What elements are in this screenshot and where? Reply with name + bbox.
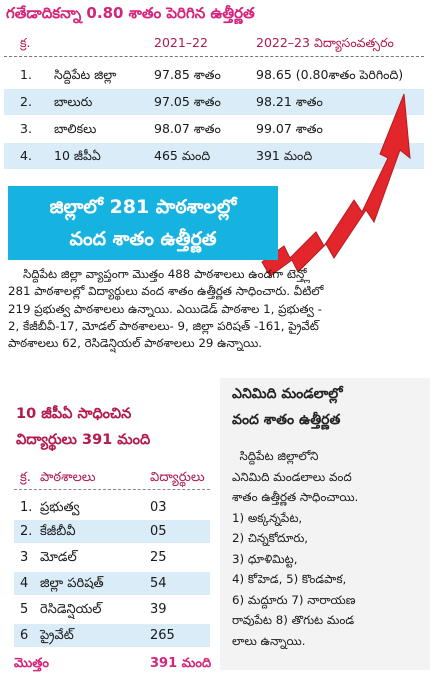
banner-line-1: జిల్లాలో 281 పాఠశాలల్లో: [49, 196, 237, 218]
table-row: 3 మోడల్ 25: [14, 546, 210, 569]
row-name: 10 జీపీఏ: [54, 148, 101, 163]
row-count: 05: [150, 524, 167, 539]
row-count: 54: [150, 576, 167, 591]
table-row: 1. సిద్దిపేట జిల్లా 97.85 శాతం 98.65 (0.…: [4, 62, 424, 88]
row-school: ప్రైవేట్: [40, 628, 74, 643]
table-row: 3. బాలికలు 98.07 శాతం 99.07 శాతం: [4, 116, 424, 142]
table-header: క్ర. 2021–22 2022–23 విద్యాసంవత్సరం: [4, 30, 424, 57]
row-count: 265: [150, 628, 175, 643]
table-row: 4. 10 జీపీఏ 465 మంది 391 మంది: [4, 143, 424, 169]
row-num: 6: [20, 628, 29, 643]
mandals-line: 3) ధూళిమిట్ట,: [232, 551, 298, 566]
mandals-line: లాలు ఉన్నాయి.: [232, 633, 306, 648]
row-school: కేజీబీవీ: [40, 524, 76, 539]
paragraph-line: 2, కేజీబీవీ-17, మోడల్ పాఠశాలలు- 9, జిల్ల…: [8, 318, 319, 333]
row-value-2021: 97.85 శాతం: [154, 67, 221, 82]
paragraph-line: 219 ప్రభుత్వ పాఠశాలలు ఉన్నాయి. ఎయిడెడ్ ప…: [8, 301, 322, 316]
mandals-line: శాతం ఉత్తీర్ణత సాధించాయి.: [232, 490, 359, 504]
headline: గతేడాదికన్నా 0.80 శాతం పెరిగిన ఉత్తీర్ణత: [6, 4, 255, 22]
row-value-2021: 465 మంది: [154, 148, 211, 163]
row-num: 4: [20, 576, 29, 591]
table-row: 2. కేజీబీవీ 05: [14, 520, 210, 543]
mandals-line: రావుపేట 8) తొగుట మండ: [232, 613, 355, 627]
header-2021: 2021–22: [154, 35, 208, 50]
mandals-line: 6) మద్దూరు 7) నారాయణ: [232, 592, 356, 607]
mandals-title-line-2: వంద శాతం ఉత్తీర్ణత: [232, 412, 341, 428]
row-value-2021: 98.07 శాతం: [154, 121, 221, 136]
row-num: 4.: [20, 148, 32, 163]
row-name: బాలికలు: [54, 121, 97, 136]
mandals-line: సిద్దిపేట జిల్లాలోని: [232, 449, 319, 463]
mandals-box: [220, 378, 430, 670]
article-paragraph: సిద్దిపేట జిల్లా వ్యాప్తంగా మొత్తం 488 ప…: [8, 266, 428, 352]
row-num: 2.: [20, 524, 33, 539]
row-school: రెసిడెన్షియల్: [40, 602, 102, 617]
row-value-2021: 97.05 శాతం: [154, 94, 221, 109]
mandals-text: సిద్దిపేట జిల్లాలోని ఎనిమిది మండలాలు వంద…: [232, 446, 428, 651]
gpa-table-header: క్ర. పాఠశాలలు విద్యార్థులు: [14, 466, 210, 490]
mandals-line: 2) చిన్నకోదూరు,: [232, 531, 309, 545]
mandals-line: ఎనిమిది మండలాలు వంద: [232, 469, 352, 484]
gpa-title-line-1: 10 జీపీఏ సాధించిన: [16, 406, 132, 422]
row-num: 3: [20, 550, 29, 565]
banner-line-2: వంద శాతం ఉత్తీర్ణత: [69, 228, 217, 250]
row-value-2022: 98.21 శాతం: [256, 94, 323, 109]
paragraph-line: 281 పాఠశాలల్లో విద్యార్థులు వంద శాతం ఉత్…: [8, 284, 324, 299]
mandals-line: 1) అక్కన్నపేట,: [232, 510, 303, 525]
row-count: 03: [150, 500, 167, 515]
row-name: సిద్దిపేట జిల్లా: [54, 67, 117, 82]
banner-headline: జిల్లాలో 281 పాఠశాలల్లో వంద శాతం ఉత్తీర్…: [8, 186, 278, 260]
row-value-2022: 99.07 శాతం: [256, 121, 323, 136]
mandals-line: 4) కోహెడ, 5) కొండపాక,: [232, 572, 347, 586]
row-count: 39: [150, 602, 167, 617]
row-num: 1.: [20, 67, 32, 82]
header-schools: పాఠశాలలు: [40, 470, 96, 485]
gpa-title-line-2: విద్యార్థులు 391 మంది: [16, 432, 151, 448]
paragraph-line: సిద్దిపేట జిల్లా వ్యాప్తంగా మొత్తం 488 ప…: [8, 267, 310, 281]
row-value-2022: 98.65 (0.80శాతం పెరిగింది): [256, 67, 404, 82]
row-num: 5: [20, 602, 29, 617]
row-school: మోడల్: [40, 550, 77, 565]
row-name: బాలురు: [54, 94, 93, 109]
header-2022: 2022–23 విద్యాసంవత్సరం: [256, 35, 394, 50]
row-value-2022: 391 మంది: [256, 148, 313, 163]
paragraph-line: పాఠశాలలు 62, రెసిడెన్షియల్ పాఠశాలలు 29 ఉ…: [8, 336, 263, 351]
mandals-title-line-1: ఎనిమిది మండలాల్లో: [232, 386, 343, 402]
header-serial: క్ర.: [20, 35, 31, 50]
row-school: ప్రభుత్వ: [40, 500, 80, 515]
row-num: 2.: [20, 94, 32, 109]
total-label: మొత్తం: [14, 656, 49, 671]
row-num: 3.: [20, 121, 32, 136]
row-school: జిల్లా పరిషత్: [40, 576, 104, 591]
table-row: 5 రెసిడెన్షియల్ 39: [14, 598, 210, 621]
row-count: 25: [150, 550, 167, 565]
table-row: 4 జిల్లా పరిషత్ 54: [14, 572, 210, 595]
table-row: 1. ప్రభుత్వ 03: [14, 496, 210, 519]
table-row: 6 ప్రైవేట్ 265: [14, 624, 210, 647]
row-num: 1.: [20, 500, 33, 515]
header-students: విద్యార్థులు: [150, 470, 205, 485]
table-total-row: మొత్తం 391 మంది: [14, 652, 212, 675]
total-value: 391 మంది: [150, 656, 212, 671]
table-row: 2. బాలురు 97.05 శాతం 98.21 శాతం: [4, 89, 424, 115]
header-serial: క్ర.: [20, 470, 31, 485]
